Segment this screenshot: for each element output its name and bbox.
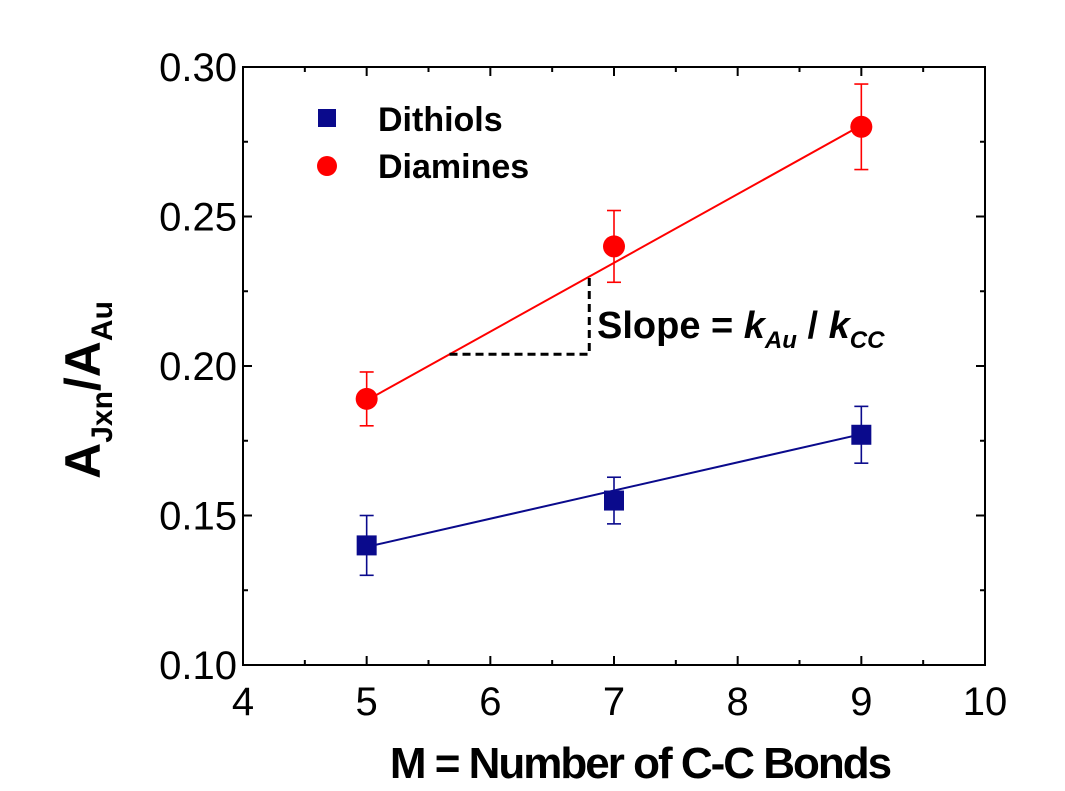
legend-marker-diamines <box>317 156 337 176</box>
y-title-sub2: Au <box>86 301 119 341</box>
x-tick-label: 6 <box>479 680 501 724</box>
x-tick-label: 5 <box>356 680 378 724</box>
x-tick-label: 7 <box>603 680 625 724</box>
slope-annotation: Slope = kAu / kCC <box>597 305 885 354</box>
x-axis-title: M = Number of C-C Bonds <box>390 739 891 788</box>
point-diamines <box>603 235 625 258</box>
plot-area <box>242 66 986 666</box>
data-points <box>355 115 873 556</box>
axis-ticks <box>242 66 986 666</box>
point-dithiols <box>604 490 624 511</box>
legend: Dithiols Diamines <box>317 101 529 186</box>
slope-triangle <box>449 276 591 356</box>
slope-slash: / <box>797 305 829 347</box>
slope-k2-sub: CC <box>850 327 885 354</box>
legend-label-diamines: Diamines <box>378 148 529 186</box>
slope-k1-sub: Au <box>764 327 797 354</box>
y-tick-label: 0.10 <box>159 644 237 688</box>
y-title-a2: A <box>55 341 111 377</box>
y-title-sub1: Jxn <box>86 391 119 443</box>
legend-marker-dithiols <box>318 109 336 127</box>
axis-tick-labels: 4 5 6 7 8 9 10 0.10 0.15 0.20 0.25 0.30 <box>159 46 1007 724</box>
slope-k1: k <box>744 305 767 347</box>
point-diamines <box>850 115 873 138</box>
y-tick-label: 0.30 <box>159 46 237 90</box>
y-title-slash: / <box>55 377 111 391</box>
point-dithiols <box>851 424 872 445</box>
y-title-a1: A <box>55 443 111 479</box>
point-diamines <box>355 387 378 410</box>
y-tick-label: 0.15 <box>159 495 237 539</box>
point-dithiols <box>356 535 377 556</box>
x-tick-label: 8 <box>727 680 749 724</box>
y-tick-label: 0.25 <box>159 196 237 240</box>
legend-label-dithiols: Dithiols <box>378 101 503 139</box>
x-tick-label: 10 <box>963 680 1008 724</box>
x-tick-label: 4 <box>232 680 254 724</box>
slope-prefix: Slope = <box>597 305 744 347</box>
slope-k2: k <box>829 305 852 347</box>
y-tick-label: 0.20 <box>159 345 237 389</box>
x-tick-label: 9 <box>850 680 872 724</box>
y-axis-title: AJxn/AAu <box>55 301 119 479</box>
